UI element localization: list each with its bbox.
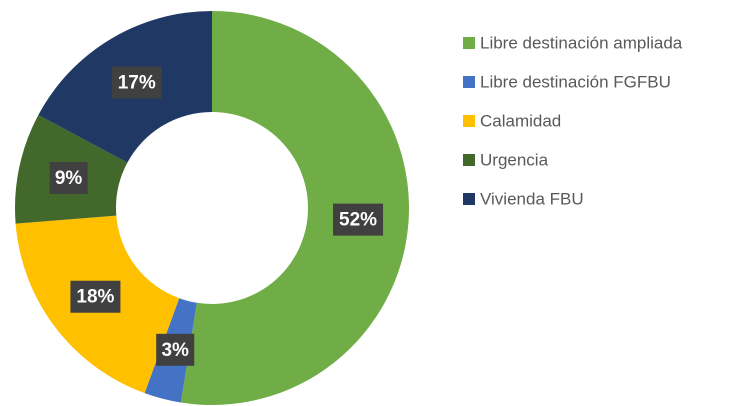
legend-label: Libre destinación ampliada [480,33,683,52]
data-label-box [333,203,384,236]
data-label-box [70,280,121,313]
legend-label: Vivienda FBU [480,189,584,208]
data-label: 52% [339,210,377,231]
data-label-box [111,66,162,99]
data-label-box [49,161,88,194]
legend-label: Libre destinación FGFBU [480,72,671,91]
data-label: 9% [55,168,83,189]
legend-label: Urgencia [480,150,549,169]
legend-label: Calamidad [480,111,561,130]
legend-swatch [463,115,475,127]
legend-swatch [463,193,475,205]
data-labels: 52% 3% 18% 9% 17% [49,66,384,366]
wedge [180,11,410,405]
legend-swatch [463,154,475,166]
data-label: 18% [76,287,114,308]
legend: Libre destinación ampliada Libre destinac… [463,33,683,208]
legend-swatch [463,37,475,49]
data-label: 17% [118,72,156,93]
data-label-box [156,333,195,366]
legend-swatch [463,76,475,88]
data-label: 3% [161,340,189,361]
